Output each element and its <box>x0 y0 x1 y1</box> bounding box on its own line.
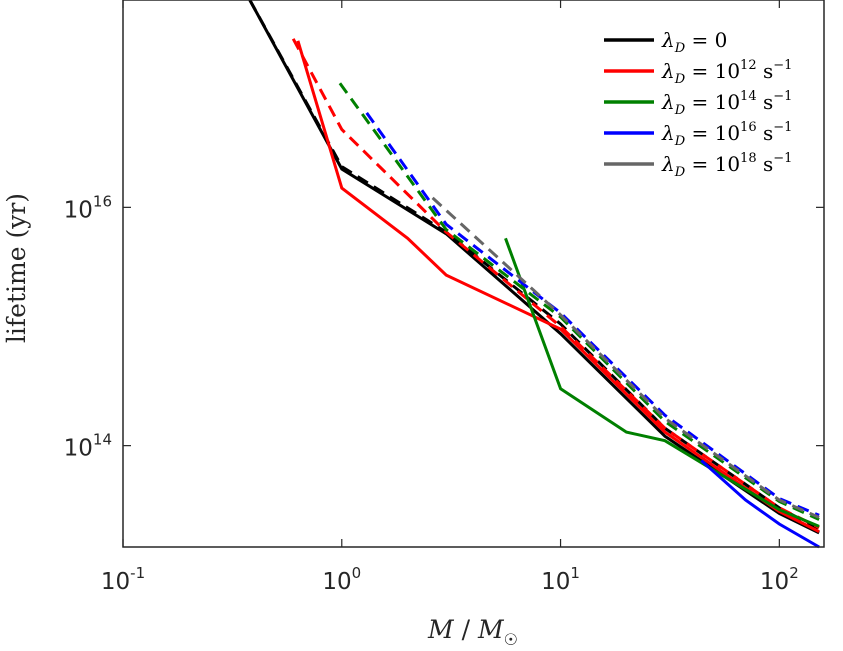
series-3-solid-line <box>700 459 820 549</box>
y-tick-label-1: 1016 <box>64 192 112 223</box>
x-tick-label-2: 101 <box>541 564 580 595</box>
x-tick-label-3: 102 <box>760 564 799 595</box>
plot-frame <box>122 0 825 548</box>
y-tick-label-0: 1014 <box>64 431 112 462</box>
legend-label-4: λD = 1018 s−1 <box>661 151 792 180</box>
series-layer <box>248 0 820 549</box>
legend-label-1: λD = 1012 s−1 <box>661 58 792 87</box>
series-1-dashed-line <box>291 38 820 529</box>
legend-label-2: λD = 1014 s−1 <box>661 89 792 118</box>
x-tick-label-0: 10-1 <box>101 564 145 595</box>
axis-ticks: 10-1 100 101 102 1014 1016 <box>64 0 824 595</box>
legend-label-3: λD = 1016 s−1 <box>661 120 792 149</box>
legend: λD = 0λD = 1012 s−1λD = 1014 s−1λD = 101… <box>596 22 822 182</box>
y-axis-label: lifetime (yr) <box>2 193 31 343</box>
series-2-solid-line <box>504 237 820 528</box>
legend-label-0: λD = 0 <box>661 28 727 56</box>
series-2-dashed-line <box>338 82 820 521</box>
x-tick-label-1: 100 <box>322 564 361 595</box>
x-axis-label: M / M☉ <box>427 615 518 649</box>
series-4-dashed-line <box>431 196 820 519</box>
series-0-solid-line <box>248 0 820 535</box>
